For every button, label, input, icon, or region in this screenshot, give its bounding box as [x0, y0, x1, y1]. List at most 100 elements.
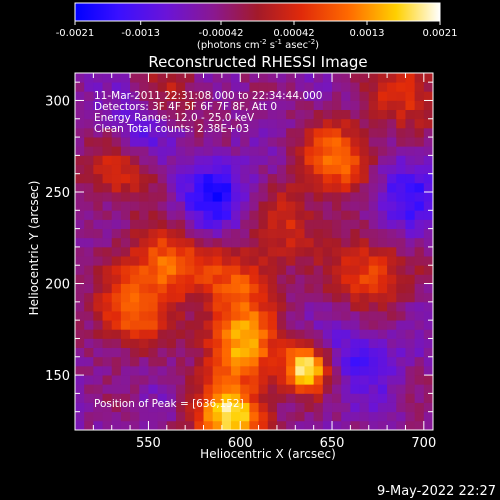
heatmap-cell	[221, 311, 232, 321]
heatmap-cell	[377, 338, 388, 349]
heatmap-cell	[258, 393, 269, 403]
heatmap-cell	[175, 283, 186, 294]
heatmap-cell	[322, 301, 333, 312]
heatmap-cell	[350, 338, 360, 349]
heatmap-cell	[359, 137, 370, 147]
heatmap-cell	[166, 365, 177, 376]
heatmap-cell	[93, 283, 103, 294]
heatmap-cell	[166, 384, 177, 394]
heatmap-cell	[341, 246, 351, 257]
heatmap-cell	[377, 100, 388, 111]
heatmap-cell	[139, 82, 149, 92]
heatmap-cell	[405, 210, 416, 220]
heatmap-cell	[203, 228, 214, 239]
heatmap-cell	[166, 375, 177, 385]
heatmap-cell	[332, 237, 342, 248]
heatmap-cell	[157, 100, 168, 111]
heatmap-cell	[240, 100, 250, 111]
heatmap-cell	[231, 118, 241, 129]
heatmap-cell	[84, 109, 94, 120]
heatmap-cell	[84, 127, 94, 138]
heatmap-cell	[396, 311, 406, 321]
heatmap-cell	[148, 109, 159, 120]
heatmap-cell	[350, 146, 360, 156]
heatmap-cell	[212, 228, 223, 239]
heatmap-cell	[377, 155, 388, 165]
heatmap-cell	[75, 292, 85, 303]
heatmap-cell	[322, 237, 333, 248]
heatmap-cell	[368, 283, 379, 294]
heatmap-cell	[286, 73, 296, 83]
heatmap-cell	[341, 265, 351, 275]
heatmap-cell	[111, 109, 122, 120]
heatmap-cell	[194, 356, 204, 367]
heatmap-cell	[267, 384, 278, 394]
heatmap-cell	[322, 274, 333, 284]
heatmap-cell	[341, 274, 351, 284]
heatmap-cell	[295, 228, 305, 239]
heatmap-cell	[249, 246, 259, 257]
heatmap-cell	[240, 127, 250, 138]
heatmap-cell	[157, 182, 168, 193]
chart-title: Reconstructed RHESSI Image	[148, 53, 367, 71]
heatmap-cell	[387, 127, 397, 138]
heatmap-cell	[148, 91, 159, 101]
heatmap-cell	[286, 411, 296, 422]
heatmap-cell	[359, 100, 370, 111]
heatmap-cell	[313, 201, 324, 211]
heatmap-cell	[341, 118, 351, 129]
heatmap-cell	[111, 311, 122, 321]
heatmap-cell	[359, 329, 370, 339]
heatmap-cell	[313, 283, 324, 294]
heatmap-cell	[240, 320, 250, 330]
heatmap-cell	[405, 118, 416, 129]
heatmap-cell	[166, 320, 177, 330]
heatmap-cell	[295, 347, 305, 358]
heatmap-cell	[148, 292, 159, 303]
heatmap-cell	[423, 411, 434, 422]
heatmap-cell	[414, 146, 425, 156]
heatmap-cell	[93, 219, 103, 230]
heatmap-cell	[304, 320, 315, 330]
heatmap-cell	[396, 109, 406, 120]
heatmap-cell	[295, 420, 305, 431]
heatmap-cell	[322, 411, 333, 422]
heatmap-cell	[203, 256, 214, 266]
heatmap-cell	[157, 420, 168, 431]
heatmap-cell	[120, 393, 131, 403]
heatmap-cell	[322, 338, 333, 349]
heatmap-cell	[396, 329, 406, 339]
heatmap-cell	[368, 246, 379, 257]
heatmap-cell	[240, 237, 250, 248]
heatmap-cell	[313, 73, 324, 83]
heatmap-cell	[166, 265, 177, 275]
heatmap-cell	[249, 347, 259, 358]
heatmap-cell	[350, 237, 360, 248]
heatmap-cell	[368, 237, 379, 248]
heatmap-cell	[175, 301, 186, 312]
heatmap-cell	[304, 219, 315, 230]
heatmap-cell	[313, 402, 324, 413]
heatmap-cell	[423, 402, 434, 413]
heatmap-cell	[194, 127, 204, 138]
heatmap-cell	[111, 182, 122, 193]
heatmap-cell	[111, 192, 122, 202]
heatmap-cell	[231, 109, 241, 120]
heatmap-cell	[130, 356, 140, 367]
heatmap-cell	[212, 173, 223, 184]
heatmap-cell	[368, 329, 379, 339]
heatmap-cell	[75, 219, 85, 230]
heatmap-cell	[102, 91, 113, 101]
heatmap-cell	[368, 420, 379, 431]
heatmap-cell	[276, 118, 287, 129]
heatmap-cell	[332, 292, 342, 303]
heatmap-cell	[377, 256, 388, 266]
heatmap-cell	[75, 265, 85, 275]
heatmap-cell	[139, 246, 149, 257]
heatmap-cell	[332, 118, 342, 129]
heatmap-cell	[322, 91, 333, 101]
heatmap-cell	[120, 256, 131, 266]
heatmap-cell	[304, 173, 315, 184]
heatmap-cell	[203, 274, 214, 284]
heatmap-cell	[102, 155, 113, 165]
